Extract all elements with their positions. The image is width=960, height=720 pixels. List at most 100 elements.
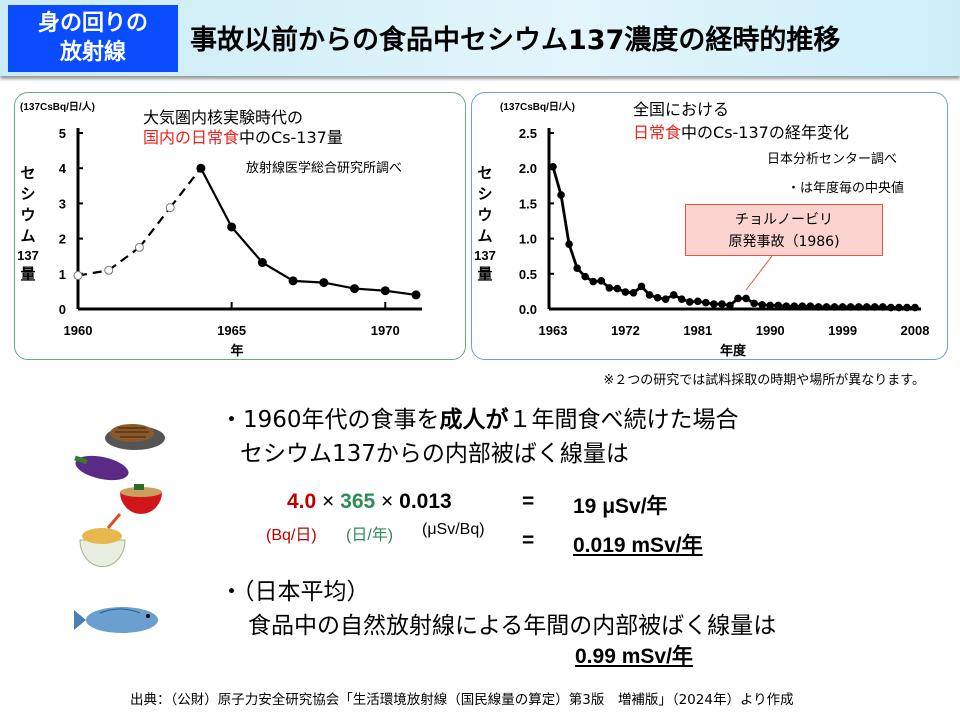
- unit-label: (137CsBq/日/人): [500, 100, 575, 113]
- series-segment: [385, 289, 417, 297]
- series-segment: [230, 226, 264, 264]
- data-point: [613, 284, 622, 293]
- series-segment: [354, 287, 386, 292]
- unit-day-year: (日/年): [346, 527, 394, 544]
- annotation-line2: 原発事故（1986): [728, 234, 840, 250]
- data-point: [645, 291, 654, 299]
- chart2-title-red: 日常食: [633, 123, 682, 142]
- data-point: [288, 276, 298, 286]
- x-tick-label: 1965: [217, 323, 246, 338]
- y-axis-label: セ: [20, 165, 35, 182]
- unit-bq-day: (Bq/日): [266, 527, 317, 544]
- y-tick-label: 0: [59, 302, 66, 317]
- data-point: [380, 286, 390, 296]
- chart1-title-red: 国内の日常食: [143, 128, 240, 147]
- data-point: [870, 303, 879, 311]
- y-tick-label: 5: [59, 126, 66, 141]
- unit-usv-bq: (μSv/Bq): [422, 521, 485, 538]
- data-point: [549, 162, 557, 171]
- steak-plate-icon: [105, 424, 165, 450]
- bullet1-line1: ・1960年代の食事を成人が１年間食べ続けた場合: [220, 407, 739, 433]
- page-title: 事故以前からの食品中セシウム137濃度の経時的推移: [190, 25, 841, 56]
- data-point: [565, 240, 573, 249]
- chart2-title-line1: 全国における: [633, 100, 730, 119]
- result-usv: 19 μSv/年: [573, 495, 668, 518]
- x-tick-label: 1999: [828, 323, 857, 338]
- data-point: [830, 303, 839, 311]
- y-tick-label: 2.0: [519, 161, 537, 176]
- data-point: [661, 295, 670, 303]
- data-point: [605, 284, 614, 292]
- data-point: [629, 289, 638, 297]
- x-axis-label: 年度: [720, 343, 747, 358]
- data-point: [798, 302, 807, 310]
- formula: 4.0 × 365 × 0.013: [287, 490, 452, 513]
- series-segment: [261, 261, 294, 282]
- equals-1: =: [522, 490, 535, 513]
- data-point: [134, 242, 144, 252]
- data-point: [887, 303, 895, 312]
- series-segment: [169, 167, 202, 209]
- result-msv: 0.019 mSv/年: [573, 534, 703, 557]
- data-point: [677, 295, 686, 303]
- series-segment: [323, 281, 355, 290]
- data-point: [862, 303, 871, 311]
- series-segment: [559, 194, 571, 245]
- eggplant-icon: [74, 455, 129, 481]
- data-point: [685, 298, 694, 306]
- y-tick-label: 4: [59, 161, 67, 176]
- data-point: [879, 303, 887, 311]
- data-point: [742, 294, 750, 303]
- x-tick-label: 1981: [683, 323, 712, 338]
- data-point: [750, 299, 758, 308]
- annotation-line1: チョルノービリ: [735, 212, 833, 228]
- data-point: [790, 302, 799, 310]
- x-tick-label: 2008: [901, 323, 930, 338]
- data-point: [838, 303, 847, 311]
- data-point: [710, 300, 718, 308]
- y-tick-label: 0.0: [519, 302, 537, 317]
- series-segment: [293, 279, 324, 284]
- unit-label: (137CsBq/日/人): [20, 100, 95, 113]
- y-axis-label: 量: [20, 266, 35, 283]
- y-tick-label: 2: [59, 232, 66, 247]
- data-point: [589, 277, 598, 286]
- y-axis-label: シ: [20, 186, 35, 203]
- x-axis-label: 年: [230, 343, 243, 358]
- data-point: [854, 303, 863, 311]
- data-point: [257, 258, 267, 268]
- category-badge: 身の回りの 放射線: [8, 5, 178, 72]
- data-point: [350, 284, 360, 294]
- y-tick-label: 0.5: [519, 267, 537, 282]
- annotation-leader: [745, 255, 773, 291]
- data-point: [319, 278, 329, 288]
- bullet2-line1: ・（日本平均）: [220, 579, 370, 605]
- fish-icon: [74, 607, 158, 633]
- equals-2: =: [522, 529, 535, 552]
- data-point: [903, 303, 911, 312]
- data-point: [411, 290, 421, 300]
- data-point: [637, 282, 646, 291]
- badge-line1: 身の回りの: [37, 11, 148, 36]
- series-segment: [567, 243, 579, 269]
- data-point: [581, 272, 589, 281]
- data-point: [104, 265, 114, 275]
- data-point: [758, 300, 766, 309]
- y-axis-label: シ: [477, 186, 492, 203]
- y-tick-label: 1.5: [519, 196, 537, 211]
- x-tick-label: 1990: [756, 323, 785, 338]
- y-tick-label: 2.5: [519, 126, 537, 141]
- series-segment: [199, 167, 233, 228]
- series-segment: [138, 206, 172, 249]
- data-point: [718, 300, 726, 308]
- chart2-note: ・は年度毎の中央値: [787, 181, 905, 196]
- y-axis-label: 137: [474, 248, 496, 263]
- chernobyl-annotation: チョルノービリ 原発事故（1986): [685, 204, 883, 256]
- chart2-source: 日本分析センター調べ: [767, 152, 898, 167]
- data-point: [573, 264, 581, 272]
- y-tick-label: 1: [59, 267, 66, 282]
- x-tick-label: 1972: [611, 323, 640, 338]
- data-point: [653, 293, 662, 302]
- food-illustrations: [74, 424, 165, 633]
- data-point: [774, 301, 783, 310]
